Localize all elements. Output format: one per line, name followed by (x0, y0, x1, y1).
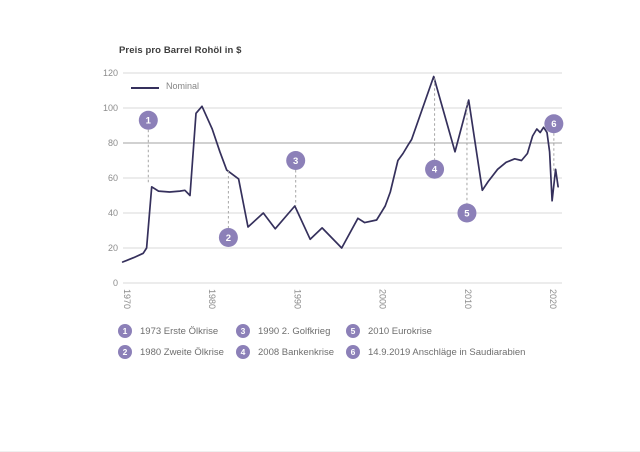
annotation-legend-item: 3 1990 2. Golfkrieg (236, 324, 330, 338)
legend-series-label: Nominal (166, 81, 200, 91)
y-tick-label: 120 (103, 68, 118, 78)
annotation-legend-number: 1 (118, 324, 132, 338)
x-tick-label: 1990 (292, 289, 302, 309)
annotation-number: 6 (551, 119, 556, 130)
y-tick-label: 80 (108, 138, 118, 148)
annotation-legend-item: 2 1980 Zweite Ölkrise (118, 345, 224, 359)
annotation-legend-label: 1980 Zweite Ölkrise (140, 346, 224, 358)
annotation-number: 3 (293, 156, 298, 167)
price-line-nominal (121, 75, 559, 263)
annotation-circle (286, 151, 306, 170)
annotation-legend-item: 5 2010 Eurokrise (346, 324, 432, 338)
y-tick-label: 0 (113, 278, 118, 288)
x-tick-label: 2000 (378, 289, 388, 309)
annotation-circle (544, 114, 564, 134)
y-tick-label: 100 (103, 103, 118, 113)
annotation-number: 5 (464, 208, 470, 219)
annotation-legend-item: 6 14.9.2019 Anschläge in Saudiarabien (346, 345, 525, 359)
annotation-legend-label: 1973 Erste Ölkrise (140, 325, 219, 337)
annotation-circle (218, 228, 238, 247)
x-tick-label: 1980 (207, 289, 217, 309)
annotation-legend-number: 4 (236, 345, 250, 359)
x-tick-label: 1970 (122, 289, 132, 309)
legend-line-swatch (131, 87, 159, 89)
annotation-number: 2 (226, 233, 231, 244)
annotation-number: 1 (146, 116, 152, 127)
annotation-legend-label: 2010 Eurokrise (368, 325, 432, 337)
x-tick-label: 2020 (548, 289, 558, 309)
chart-title: Preis pro Barrel Rohöl in $ (119, 45, 242, 56)
annotation-circle (138, 110, 158, 130)
annotation-legend-number: 6 (346, 345, 360, 359)
annotation-legend-number: 5 (346, 324, 360, 338)
annotation-legend-label: 14.9.2019 Anschläge in Saudiarabien (368, 346, 526, 358)
annotation-number: 4 (432, 165, 438, 176)
annotation-legend-label: 2008 Bankenkrise (258, 346, 335, 358)
annotation-circle (457, 203, 477, 223)
y-tick-label: 60 (108, 173, 118, 183)
annotation-legend-item: 4 2008 Bankenkrise (236, 345, 334, 359)
annotation-legend-number: 3 (236, 324, 250, 338)
annotation-legend-number: 2 (118, 345, 132, 359)
annotation-circle (425, 159, 445, 179)
y-tick-label: 20 (108, 243, 118, 253)
y-tick-label: 40 (108, 208, 118, 218)
x-tick-label: 2010 (463, 289, 473, 309)
annotation-legend-item: 1 1973 Erste Ölkrise (118, 324, 218, 338)
annotation-legend-label: 1990 2. Golfkrieg (258, 325, 331, 337)
